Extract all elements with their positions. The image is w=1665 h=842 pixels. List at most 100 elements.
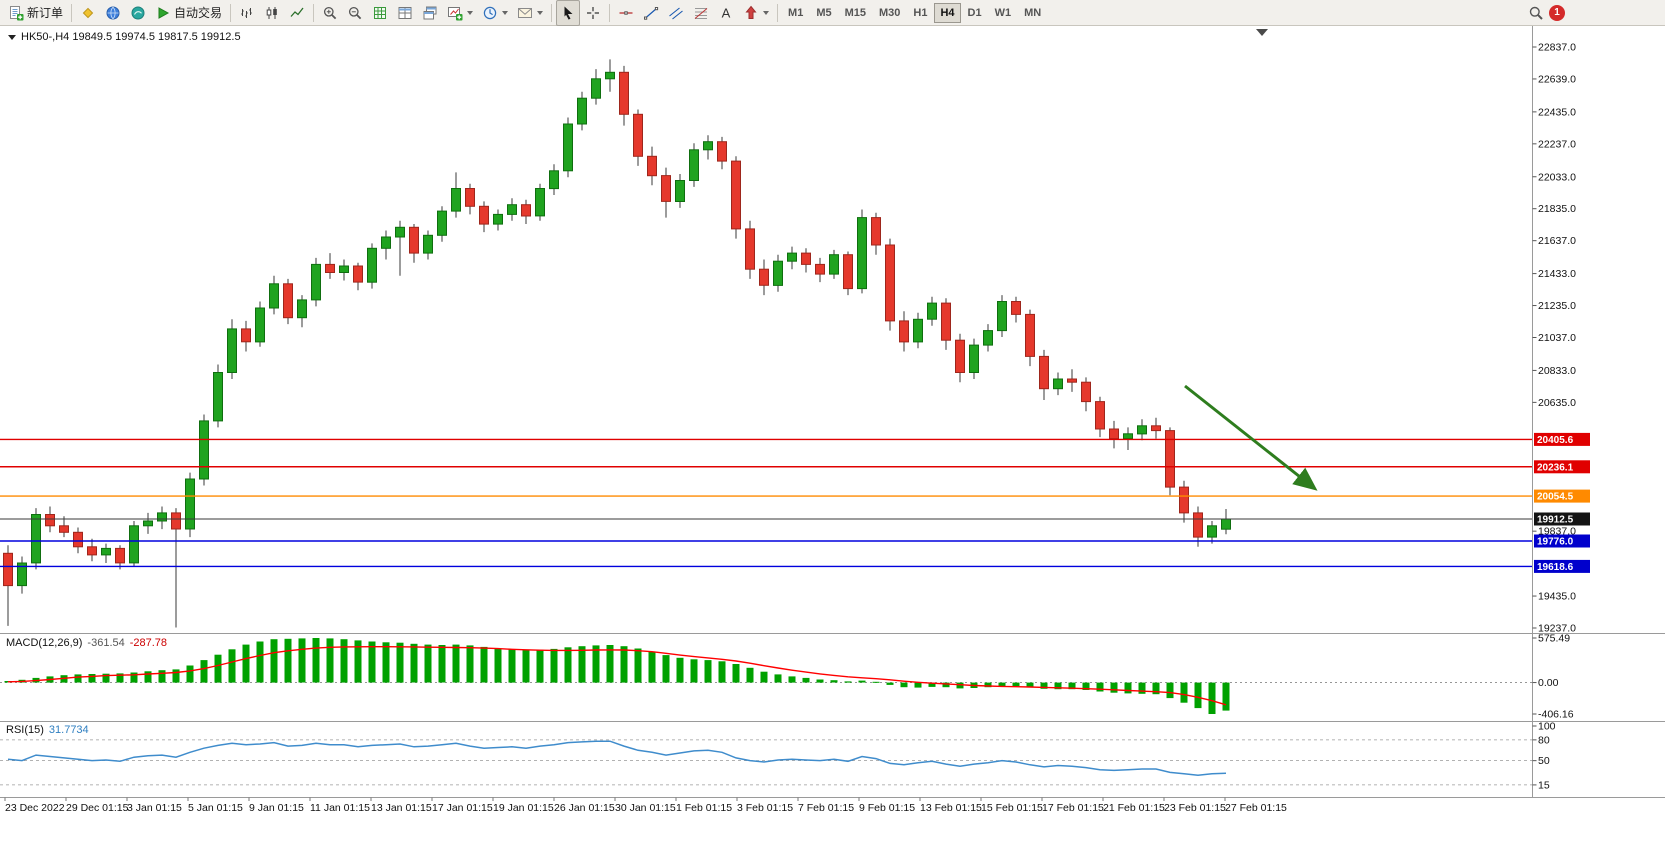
strategy-tester-button[interactable] — [126, 0, 150, 26]
crosshair-button[interactable] — [581, 0, 605, 26]
price-axis-label: 20635.0 — [1538, 397, 1576, 409]
price-axis-label: 19237.0 — [1538, 623, 1576, 635]
indicator-list-button[interactable] — [368, 0, 392, 26]
tile-windows-button[interactable] — [393, 0, 417, 26]
rsi-name: RSI(15) — [6, 724, 44, 736]
mail-button[interactable] — [513, 0, 547, 26]
timeframe-m30-button[interactable]: M30 — [879, 6, 901, 19]
metaeditor-button[interactable] — [76, 0, 100, 26]
price-level-badge — [1534, 559, 1590, 573]
autotrade-play-icon — [155, 5, 171, 21]
cursor-button[interactable] — [556, 0, 581, 26]
macd-histogram — [4, 638, 1230, 714]
time-axis-label: 17 Jan 01:15 — [432, 802, 493, 814]
tile-windows-icon — [397, 5, 413, 21]
price-level-badge-label: 20236.1 — [1537, 462, 1574, 473]
new-order-button[interactable]: 新订单 — [4, 0, 67, 26]
price-level-badge — [1534, 460, 1590, 474]
channel-button[interactable] — [664, 0, 688, 26]
timeframe-mn-button[interactable]: MN — [1024, 6, 1042, 19]
timeframe-m1-button[interactable]: M1 — [788, 6, 804, 19]
time-axis-label: 23 Dec 2022 — [5, 802, 65, 814]
rsi-axis-label: 100 — [1538, 721, 1556, 733]
hline-icon — [618, 5, 634, 21]
fibonacci-button[interactable] — [689, 0, 713, 26]
price-level-badge-label: 19776.0 — [1537, 537, 1574, 548]
new-chart-button[interactable] — [443, 0, 477, 26]
price-axis-label: 22237.0 — [1538, 138, 1576, 150]
zoom-in-button[interactable] — [318, 0, 342, 26]
trendline-button[interactable] — [639, 0, 663, 26]
macd-label: MACD(12,26,9) -361.54 -287.78 — [6, 637, 167, 649]
new-chart-icon — [447, 5, 463, 21]
candlestick-chart-icon — [264, 5, 280, 21]
symbol-dropdown-icon[interactable] — [8, 35, 16, 40]
bar-chart-button[interactable] — [235, 0, 259, 26]
crosshair-icon — [585, 5, 601, 21]
rsi-axis-label: 15 — [1538, 779, 1550, 791]
timeframe-d1-button[interactable]: D1 — [967, 6, 982, 19]
channel-icon — [668, 5, 684, 21]
macd-signal-line — [7, 646, 1227, 706]
price-level-badge-label: 20405.6 — [1537, 435, 1574, 446]
svg-text:A: A — [722, 5, 731, 20]
bar-chart-icon — [239, 5, 255, 21]
hline-button[interactable] — [614, 0, 638, 26]
time-axis-label: 11 Jan 01:15 — [310, 802, 370, 814]
search-icon — [1528, 5, 1544, 21]
price-level-badge — [1534, 534, 1590, 548]
search-button[interactable] — [1524, 0, 1548, 26]
price-axis-label: 20833.0 — [1538, 365, 1576, 377]
macd-signal-value: -287.78 — [129, 637, 168, 649]
candlestick-chart-button[interactable] — [260, 0, 284, 26]
timeframe-m15-button[interactable]: M15 — [844, 6, 866, 19]
zoom-out-button[interactable] — [343, 0, 367, 26]
autotrade-button-label: 自动交易 — [174, 6, 223, 20]
text-button[interactable]: A — [714, 0, 738, 26]
metaeditor-icon — [80, 5, 96, 21]
macd-axis-label: -406.16 — [1538, 709, 1574, 721]
terminal-button[interactable] — [101, 0, 125, 26]
cascade-windows-button[interactable] — [418, 0, 442, 26]
timeframe-h4-button[interactable]: H4 — [934, 2, 961, 23]
time-axis-label: 3 Jan 01:15 — [127, 802, 182, 814]
rsi-label: RSI(15) 31.7734 — [6, 724, 89, 736]
price-axis-label: 21235.0 — [1538, 300, 1576, 312]
time-axis-label: 3 Feb 01:15 — [737, 802, 793, 814]
time-axis-label: 7 Feb 01:15 — [798, 802, 854, 814]
price-axis-label: 21835.0 — [1538, 203, 1576, 215]
time-axis-label: 29 Dec 01:15 — [66, 802, 129, 814]
zoom-in-icon — [322, 5, 338, 21]
period-button[interactable] — [478, 0, 512, 26]
chart-shift-marker[interactable] — [1256, 29, 1268, 36]
price-axis-label: 21037.0 — [1538, 332, 1576, 344]
line-chart-button[interactable] — [285, 0, 309, 26]
price-axis-label: 21433.0 — [1538, 268, 1576, 280]
autotrade-button[interactable]: 自动交易 — [151, 0, 226, 26]
time-axis-label: 19 Jan 01:15 — [493, 802, 554, 814]
price-axis-label: 21637.0 — [1538, 235, 1576, 247]
dropdown-caret-icon — [467, 10, 474, 15]
timeframe-h1-button[interactable]: H1 — [913, 6, 928, 19]
time-axis-label: 13 Feb 01:15 — [920, 802, 982, 814]
price-axis-label: 22639.0 — [1538, 74, 1576, 86]
notification-badge[interactable]: 1 — [1549, 4, 1565, 21]
toolbar-separator — [230, 3, 232, 22]
price-level-badge — [1534, 432, 1590, 446]
timeframe-m5-button[interactable]: M5 — [816, 6, 832, 19]
time-axis-label: 30 Jan 01:15 — [615, 802, 676, 814]
cascade-windows-icon — [422, 5, 438, 21]
timeframe-w1-button[interactable]: W1 — [994, 6, 1012, 19]
price-level-badge-label: 19912.5 — [1537, 515, 1574, 526]
new-order-button-label: 新订单 — [27, 6, 64, 20]
toolbar-separator — [313, 3, 315, 22]
shapes-button[interactable] — [739, 0, 773, 26]
time-axis-label: 9 Jan 01:15 — [249, 802, 304, 814]
line-chart-icon — [289, 5, 305, 21]
time-axis-label: 17 Feb 01:15 — [1042, 802, 1104, 814]
toolbar-separator — [551, 3, 553, 22]
cursor-icon — [560, 5, 576, 21]
toolbar: 新订单 自动交易 A M1 M5 M15 M30 H1 H4 D1 W1 MN 1 — [0, 0, 1665, 26]
trend-arrow-annotation[interactable] — [1184, 384, 1318, 491]
